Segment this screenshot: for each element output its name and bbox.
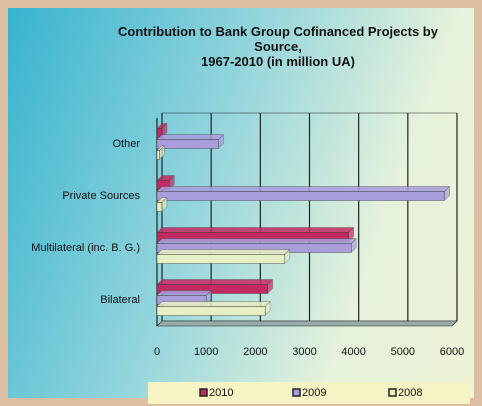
title-block: Contribution to Bank Group Cofinanced Pr… [88, 24, 468, 69]
floor [156, 320, 458, 327]
x-tick-label: 1000 [194, 346, 218, 358]
bar-top [156, 186, 451, 192]
chart-title: Contribution to Bank Group Cofinanced Pr… [118, 24, 438, 54]
bar [156, 202, 163, 212]
chart-subtitle: 1967-2010 (in million UA) [201, 54, 355, 69]
y-tick-label: Bilateral [100, 294, 140, 306]
bar [156, 306, 266, 316]
x-tick-label: 5000 [391, 346, 415, 358]
x-tick-label: 2000 [243, 346, 267, 358]
legend-swatch [199, 388, 208, 397]
bar [156, 191, 445, 201]
legend-swatch [388, 388, 397, 397]
x-tick-label: 0 [154, 346, 160, 358]
x-tick-label: 3000 [292, 346, 316, 358]
x-tick-label: 4000 [341, 346, 365, 358]
chart-panel [8, 8, 474, 398]
y-tick-label: Other [112, 138, 140, 150]
bar-top [156, 238, 357, 244]
bar-top [156, 279, 274, 285]
y-tick-label: Multilateral (inc. B. G.) [31, 242, 140, 254]
bar-top [156, 301, 271, 307]
legend-label: 2010 [209, 387, 233, 399]
bar [156, 254, 286, 264]
x-tick-label: 6000 [440, 346, 464, 358]
legend-swatch [292, 388, 301, 397]
bar [156, 139, 219, 149]
bar-top [156, 227, 355, 233]
bar-top [156, 134, 224, 140]
legend-label: 2009 [302, 387, 326, 399]
bar-top [156, 249, 291, 255]
bar [156, 284, 268, 294]
bar [156, 150, 160, 160]
bar-top [156, 290, 212, 296]
y-tick-label: Private Sources [62, 190, 140, 202]
legend-box [148, 382, 470, 404]
legend-label: 2008 [398, 387, 422, 399]
